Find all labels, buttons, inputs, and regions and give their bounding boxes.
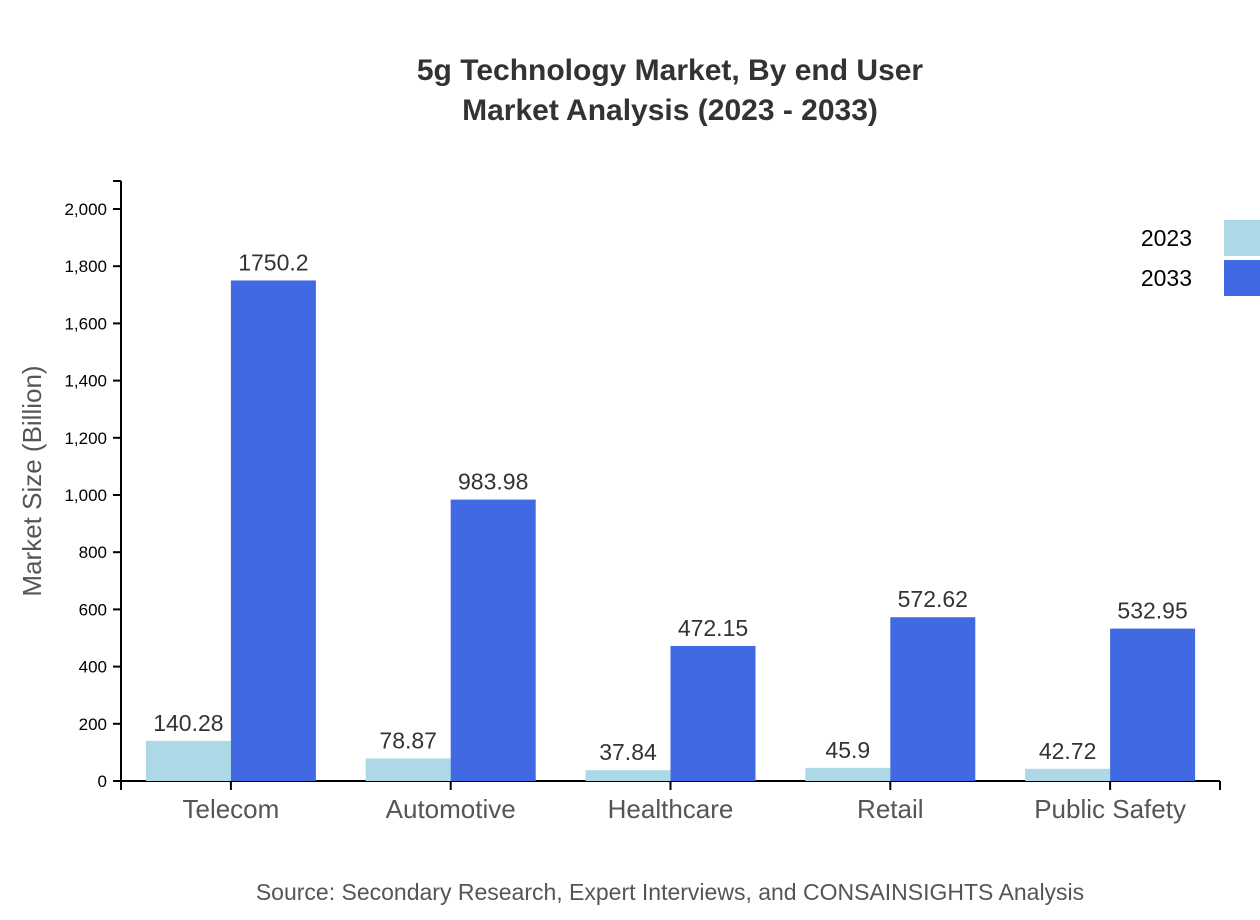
source-note: Source: Secondary Research, Expert Inter… xyxy=(256,879,1084,905)
chart-title-line-1: 5g Technology Market, By end User xyxy=(417,54,924,87)
y-tick-label: 1,600 xyxy=(64,314,107,333)
x-tick-label: Public Safety xyxy=(1034,794,1186,824)
legend-label: 2023 xyxy=(1141,225,1192,251)
data-label: 572.62 xyxy=(898,586,968,612)
x-tick-label: Automotive xyxy=(386,794,516,824)
data-label: 1750.2 xyxy=(238,249,308,275)
y-tick-label: 1,200 xyxy=(64,429,107,448)
y-tick-label: 0 xyxy=(98,772,107,791)
data-label: 472.15 xyxy=(678,615,748,641)
data-label: 45.9 xyxy=(825,737,870,763)
data-label: 140.28 xyxy=(153,710,223,736)
x-tick-label: Telecom xyxy=(182,794,279,824)
bar-2023 xyxy=(145,740,231,781)
data-label: 42.72 xyxy=(1039,738,1097,764)
y-tick-label: 600 xyxy=(79,600,107,619)
bar-2033 xyxy=(450,499,536,781)
y-tick-label: 2,000 xyxy=(64,200,107,219)
bar-2033 xyxy=(230,280,316,781)
bar-2033 xyxy=(1110,628,1196,781)
bar-2033 xyxy=(670,645,756,781)
plot-area: 0 200 400 600 800 1,000 1,200 1,400 1,600 1,800 2,… xyxy=(64,180,1221,824)
bar-2023 xyxy=(805,767,891,781)
bar-2033 xyxy=(890,617,976,781)
bar-2023 xyxy=(1025,768,1111,781)
legend-swatch xyxy=(1224,260,1260,296)
y-tick-label: 1,400 xyxy=(64,372,107,391)
bar-2023 xyxy=(585,770,671,781)
legend-label: 2033 xyxy=(1141,265,1192,291)
data-label: 78.87 xyxy=(379,727,437,753)
data-label: 983.98 xyxy=(458,469,528,495)
y-tick-label: 1,000 xyxy=(64,486,107,505)
y-tick-label: 200 xyxy=(79,715,107,734)
chart-title-line-2: Market Analysis (2023 - 2033) xyxy=(462,94,878,127)
y-tick-label: 400 xyxy=(79,658,107,677)
legend-swatch xyxy=(1224,220,1260,256)
data-label: 37.84 xyxy=(599,739,657,765)
x-tick-label: Healthcare xyxy=(608,794,734,824)
y-tick-label: 800 xyxy=(79,543,107,562)
y-axis-label: Market Size (Billion) xyxy=(17,365,47,596)
legend: 2023 2033 xyxy=(1141,220,1260,296)
x-tick-label: Retail xyxy=(857,794,923,824)
data-label: 532.95 xyxy=(1117,598,1187,624)
y-tick-label: 1,800 xyxy=(64,257,107,276)
bar-2023 xyxy=(365,758,451,781)
